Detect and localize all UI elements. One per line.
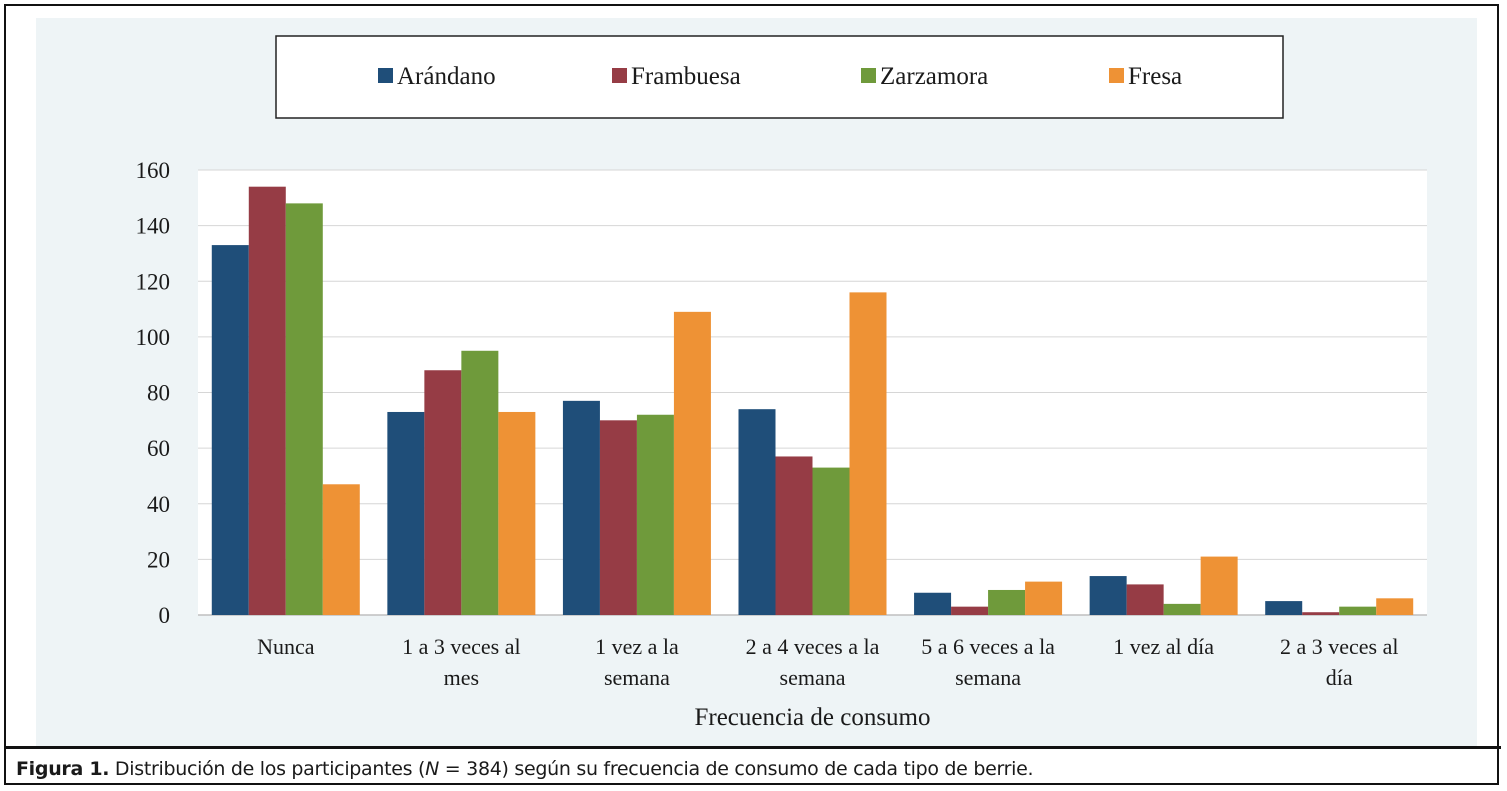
legend-label: Frambuesa (631, 63, 741, 90)
bar-zarzamora (461, 350, 499, 615)
bar-fresa (1200, 556, 1238, 615)
bar-chart: 0 20 40 60 80 100 120 140 160 Nunca 1 a 3 veces al… (136, 35, 1427, 731)
bar-zarzamora (1339, 606, 1377, 615)
bar-frambuesa (424, 370, 462, 615)
caption-text-pre: Distribución de los participantes ( (109, 758, 426, 780)
figure-caption: Figura 1. Distribución de los participan… (16, 758, 1034, 780)
bar-fresa (498, 411, 536, 615)
y-tick-label: 120 (136, 269, 171, 294)
x-axis-title: Frecuencia de consumo (694, 704, 930, 731)
legend-swatch-arándano (378, 68, 393, 83)
y-tick-label: 20 (147, 547, 170, 572)
y-tick-label: 40 (147, 492, 170, 517)
bar-zarzamora (285, 203, 323, 615)
bar-arándano (738, 409, 776, 615)
y-tick-label: 160 (136, 158, 171, 183)
x-tick-label: semana (604, 665, 670, 690)
legend-label: Arándano (397, 63, 496, 90)
y-tick-label: 0 (159, 603, 171, 628)
bar-arándano (387, 411, 425, 615)
bar-fresa (322, 484, 360, 615)
bar-fresa (1376, 598, 1414, 615)
x-tick-label: día (1326, 665, 1353, 690)
bar-fresa (849, 292, 887, 615)
bar-arándano (914, 592, 952, 615)
x-tick-label: 1 vez a la (595, 634, 679, 659)
x-tick-label: Nunca (257, 634, 315, 659)
bar-zarzamora (636, 414, 674, 615)
bar-arándano (562, 400, 600, 615)
legend-label: Zarzamora (880, 63, 988, 90)
x-tick-label: mes (444, 665, 479, 690)
y-tick-label: 80 (147, 381, 170, 406)
bar-zarzamora (812, 467, 850, 615)
bar-frambuesa (1126, 584, 1164, 615)
x-tick-label: 1 a 3 veces al (402, 634, 521, 659)
x-tick-label: 2 a 3 veces al (1280, 634, 1399, 659)
caption-divider (6, 746, 1501, 749)
bar-fresa (673, 311, 711, 615)
bar-frambuesa (951, 606, 989, 615)
legend-swatch-fresa (1109, 68, 1124, 83)
bar-frambuesa (599, 420, 637, 615)
y-tick-label: 140 (136, 214, 171, 239)
y-tick-label: 100 (136, 325, 171, 350)
x-tick-label: semana (780, 665, 846, 690)
x-tick-label: 1 vez al día (1113, 634, 1214, 659)
x-tick-label: 2 a 4 veces a la (746, 634, 880, 659)
legend-label: Fresa (1128, 63, 1182, 90)
bar-arándano (1089, 576, 1127, 615)
caption-n-variable: N (425, 758, 440, 780)
bar-frambuesa (248, 186, 286, 615)
x-tick-label: semana (955, 665, 1021, 690)
caption-text-post: = 384) según su frecuencia de consumo de… (439, 758, 1034, 780)
bar-zarzamora (1163, 603, 1201, 615)
legend-swatch-zarzamora (861, 68, 876, 83)
x-tick-label: 5 a 6 veces a la (921, 634, 1055, 659)
bar-zarzamora (988, 589, 1026, 615)
legend-swatch-frambuesa (612, 68, 627, 83)
y-tick-label: 60 (147, 436, 170, 461)
caption-lead: Figura 1. (16, 758, 110, 780)
bar-arándano (211, 245, 249, 615)
bar-arándano (1265, 601, 1303, 615)
bar-frambuesa (1302, 612, 1340, 615)
bar-frambuesa (775, 456, 813, 615)
bar-fresa (1025, 581, 1063, 615)
